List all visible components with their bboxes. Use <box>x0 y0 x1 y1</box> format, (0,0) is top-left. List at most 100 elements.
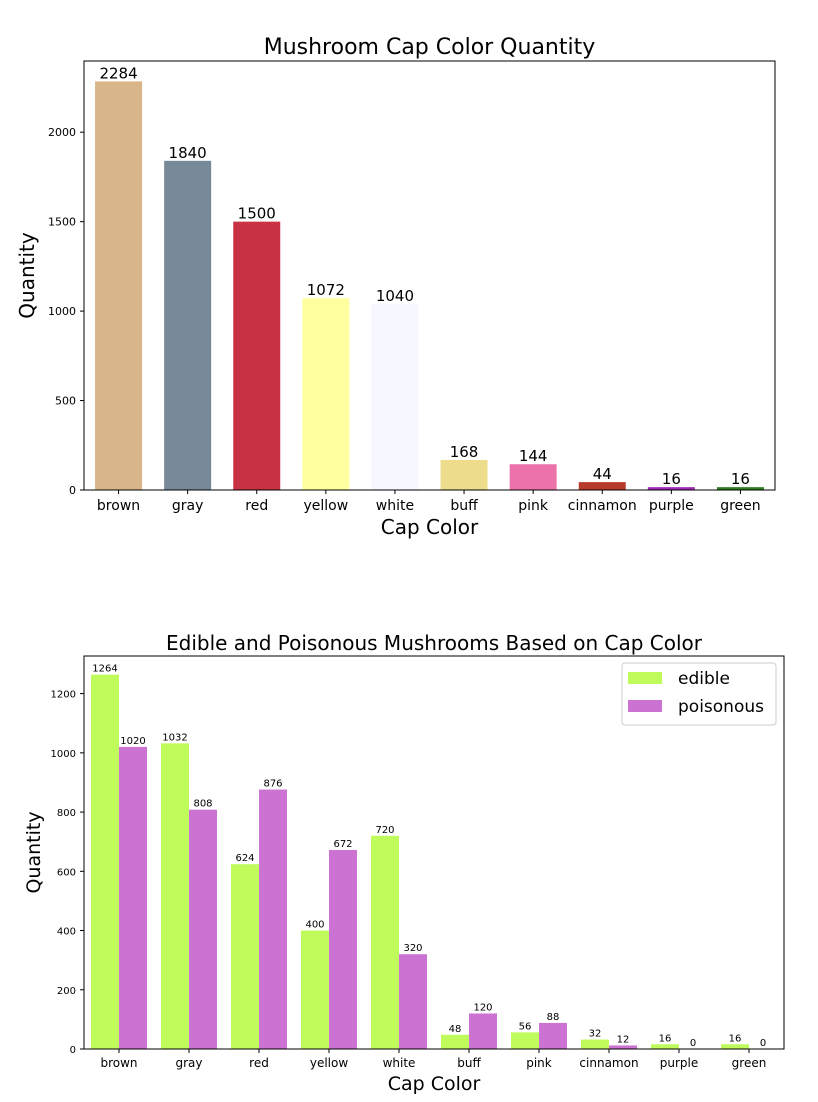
legend: edible poisonous <box>621 662 777 726</box>
data-label-edible-purple: 16 <box>659 1033 672 1044</box>
data-label-poisonous-yellow: 672 <box>333 839 352 850</box>
cap-color-quantity-chart: Mushroom Cap Color Quantity 2284 brown 1840… <box>15 35 776 539</box>
bar-poisonous-cinnamon <box>609 1045 637 1049</box>
chart-title: Edible and Poisonous Mushrooms Based on … <box>166 631 703 655</box>
data-label-edible-brown: 1264 <box>92 664 117 675</box>
data-label-white: 1040 <box>376 287 414 305</box>
bar-poisonous-gray <box>189 809 217 1049</box>
data-label-gray: 1840 <box>169 144 207 162</box>
data-label-poisonous-buff: 120 <box>473 1002 492 1013</box>
x-tick-label-brown: brown <box>100 1056 137 1070</box>
x-tick-label-green: green <box>732 1056 767 1070</box>
data-label-poisonous-brown: 1020 <box>120 736 145 747</box>
data-label-poisonous-green: 0 <box>760 1038 766 1049</box>
x-axis-label: Cap Color <box>381 515 479 539</box>
bar-edible-green <box>721 1044 749 1049</box>
x-tick-label-red: red <box>245 498 268 514</box>
x-tick-label-white: white <box>376 498 414 514</box>
x-tick-label-white: white <box>383 1056 416 1070</box>
bar-edible-brown <box>91 674 119 1049</box>
y-tick-label: 1200 <box>51 690 76 701</box>
bar-edible-white <box>371 835 399 1049</box>
x-tick-label-pink: pink <box>518 498 549 514</box>
legend-label-poisonous: poisonous <box>678 697 764 717</box>
x-tick-label-cinnamon: cinnamon <box>579 1056 638 1070</box>
bar-gray <box>164 160 212 490</box>
edible-poisonous-chart: Edible and Poisonous Mushrooms Based on … <box>23 631 785 1095</box>
y-tick-label: 500 <box>55 395 76 408</box>
bar-white <box>371 303 419 490</box>
x-tick-label-buff: buff <box>450 498 478 514</box>
x-tick-label-purple: purple <box>649 498 694 514</box>
plot-frame <box>83 60 776 491</box>
bar-poisonous-buff <box>469 1013 497 1049</box>
bar-green <box>716 487 764 490</box>
bar-purple <box>647 487 695 490</box>
x-tick-label-yellow: yellow <box>303 498 348 514</box>
bar-poisonous-pink <box>539 1022 567 1049</box>
x-tick-label-red: red <box>249 1056 269 1070</box>
x-tick-label-brown: brown <box>97 498 140 514</box>
x-tick-label-gray: gray <box>175 1056 202 1070</box>
y-tick-label: 400 <box>57 927 76 938</box>
y-tick-label: 1500 <box>48 216 76 229</box>
y-tick-label: 800 <box>57 808 76 819</box>
bar-pink <box>509 464 557 490</box>
bar-cinnamon <box>578 482 626 490</box>
data-label-poisonous-pink: 88 <box>547 1012 560 1023</box>
x-axis-label: Cap Color <box>388 1073 481 1095</box>
y-tick-label: 1000 <box>51 749 76 760</box>
data-label-edible-pink: 56 <box>519 1021 532 1032</box>
y-tick-label: 600 <box>57 867 76 878</box>
data-label-pink: 144 <box>519 447 548 465</box>
legend-label-edible: edible <box>678 669 730 689</box>
x-tick-label-yellow: yellow <box>310 1056 348 1070</box>
x-tick-label-cinnamon: cinnamon <box>568 498 637 514</box>
data-label-edible-green: 16 <box>729 1033 742 1044</box>
y-tick-label: 0 <box>69 484 76 497</box>
bar-poisonous-white <box>399 954 427 1049</box>
chart-title: Mushroom Cap Color Quantity <box>264 35 596 60</box>
data-label-edible-cinnamon: 32 <box>589 1029 602 1040</box>
plot-frame <box>83 655 785 1050</box>
y-tick-label: 0 <box>70 1045 76 1056</box>
bar-buff <box>440 459 488 490</box>
data-label-buff: 168 <box>450 443 479 461</box>
legend-swatch-edible <box>628 672 662 684</box>
data-label-cinnamon: 44 <box>593 465 612 483</box>
x-tick-label-green: green <box>720 498 760 514</box>
data-label-poisonous-gray: 808 <box>193 799 212 810</box>
data-label-purple: 16 <box>662 470 681 488</box>
bar-poisonous-brown <box>119 746 147 1049</box>
bar-edible-red <box>231 864 259 1049</box>
bar-poisonous-yellow <box>329 849 357 1049</box>
data-label-poisonous-red: 876 <box>263 779 282 790</box>
data-label-edible-white: 720 <box>375 825 394 836</box>
x-tick-label-pink: pink <box>526 1056 552 1070</box>
x-tick-label-gray: gray <box>172 498 204 514</box>
y-tick-label: 200 <box>57 986 76 997</box>
bar-edible-buff <box>441 1034 469 1049</box>
bar-yellow <box>302 298 350 490</box>
data-label-yellow: 1072 <box>307 281 345 299</box>
bar-edible-gray <box>161 743 189 1049</box>
data-label-poisonous-white: 320 <box>403 943 422 954</box>
bar-edible-cinnamon <box>581 1039 609 1049</box>
data-label-green: 16 <box>731 470 750 488</box>
y-axis-label: Quantity <box>23 811 45 893</box>
bar-edible-pink <box>511 1032 539 1049</box>
data-label-red: 1500 <box>238 205 276 223</box>
bar-edible-yellow <box>301 930 329 1049</box>
data-label-edible-buff: 48 <box>449 1024 462 1035</box>
x-tick-label-buff: buff <box>457 1056 481 1070</box>
data-label-edible-red: 624 <box>235 853 254 864</box>
legend-swatch-poisonous <box>628 700 662 712</box>
data-label-brown: 2284 <box>99 64 137 82</box>
data-label-poisonous-cinnamon: 12 <box>617 1034 630 1045</box>
bar-brown <box>95 81 143 490</box>
y-tick-label: 2000 <box>48 126 76 139</box>
y-tick-label: 1000 <box>48 305 76 318</box>
data-label-poisonous-purple: 0 <box>690 1038 696 1049</box>
y-axis-label: Quantity <box>15 232 39 319</box>
